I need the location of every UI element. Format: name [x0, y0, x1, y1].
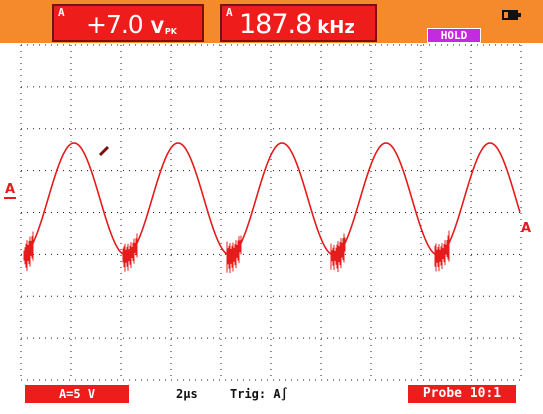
probe-readout[interactable]: Probe 10:1: [408, 385, 516, 403]
waveform-display[interactable]: A A: [0, 43, 543, 385]
waveform-persistence-mark: [98, 145, 110, 157]
frequency-value: 187.8: [239, 9, 312, 40]
waveform-line: [23, 142, 521, 256]
timebase-readout[interactable]: 2µs: [176, 387, 198, 401]
frequency-unit: kHz: [317, 17, 355, 38]
voltage-channel-label: A: [58, 6, 65, 19]
frequency-measurement: 187.8 kHz: [239, 11, 355, 42]
channel-a-ground-marker[interactable]: A: [4, 182, 16, 199]
battery-icon: [502, 10, 521, 20]
channel-a-right-label: A: [521, 221, 531, 236]
frequency-readout[interactable]: A 187.8 kHz: [220, 4, 377, 42]
channel-a-left-label: A: [5, 182, 15, 197]
voltage-measurement: +7.0 VPK: [86, 11, 177, 46]
hold-indicator[interactable]: HOLD: [427, 28, 481, 43]
graticule: [20, 44, 522, 381]
voltage-readout[interactable]: A +7.0 VPK: [52, 4, 204, 42]
top-status-bar: A +7.0 VPK A 187.8 kHz HOLD: [0, 0, 543, 43]
channel-a-trace: [23, 142, 521, 273]
waveform-svg: A A: [4, 44, 531, 381]
voltage-unit: V: [150, 18, 164, 38]
voltage-unit-sub: PK: [164, 27, 177, 36]
trigger-readout[interactable]: Trig: A∫: [230, 387, 288, 401]
bottom-status-bar: A=5 V 2µs Trig: A∫ Probe 10:1: [0, 385, 543, 414]
frequency-channel-label: A: [226, 6, 233, 19]
voltage-value: +7.0: [86, 10, 144, 39]
channel-scale-readout[interactable]: A=5 V: [25, 385, 129, 403]
